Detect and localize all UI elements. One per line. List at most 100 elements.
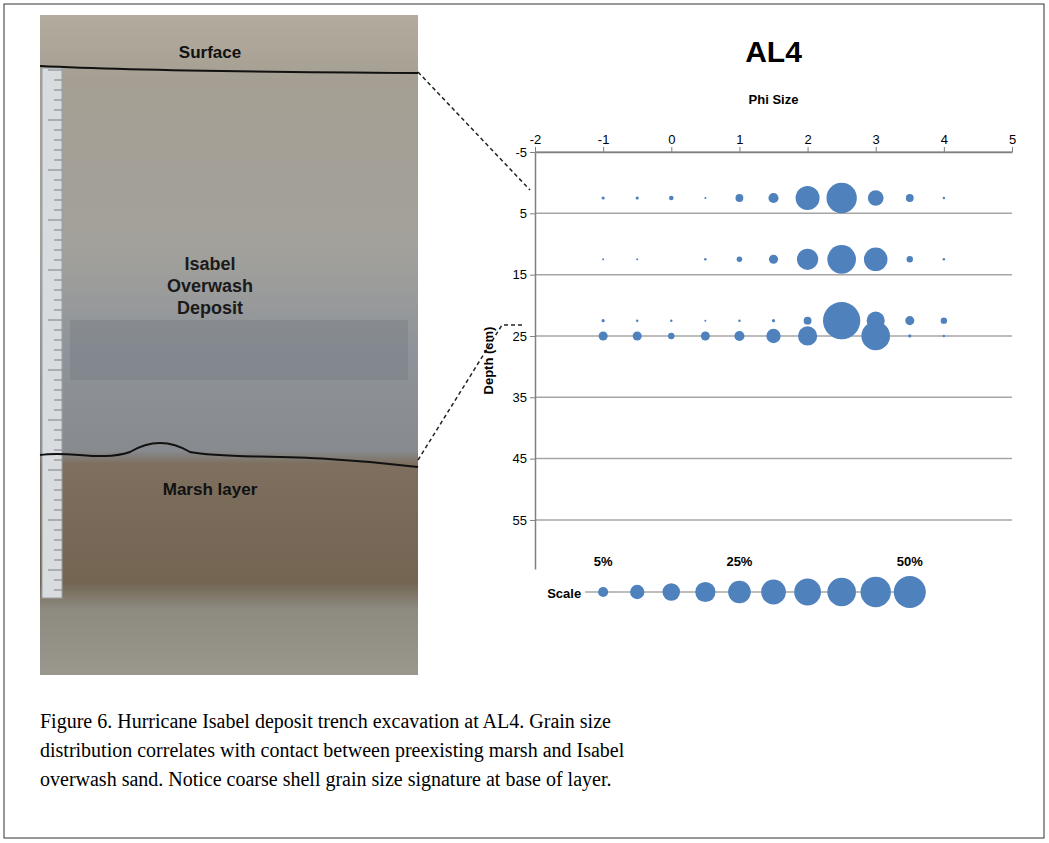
bubble xyxy=(734,331,744,341)
ruler-tick xyxy=(48,120,62,121)
figure-frame xyxy=(4,4,1044,838)
y-tick-label: 5 xyxy=(520,206,527,221)
size-legend-bubble xyxy=(663,583,681,601)
ruler-tick xyxy=(54,150,62,151)
bubble xyxy=(796,186,820,210)
ruler-tick xyxy=(54,100,62,101)
ruler-tick xyxy=(54,360,62,361)
ruler-tick xyxy=(54,290,62,291)
bubble xyxy=(602,319,605,322)
y-tick-mark xyxy=(530,275,535,276)
ruler-tick xyxy=(54,210,62,211)
x-tick: 3 xyxy=(873,132,880,152)
y-tick-mark xyxy=(530,397,535,398)
photo-label: Marsh layer xyxy=(163,480,258,499)
y-tick: 25 xyxy=(513,329,535,344)
ruler-tick xyxy=(54,110,62,111)
ruler-tick xyxy=(54,240,62,241)
y-tick: 5 xyxy=(520,206,535,221)
ruler-tick xyxy=(48,220,62,221)
size-legend-title: Scale xyxy=(547,586,581,601)
bubble xyxy=(941,317,947,323)
ruler-tick xyxy=(54,90,62,91)
x-tick-mark xyxy=(535,147,536,152)
size-legend-bubble xyxy=(598,587,608,597)
ruler-tick xyxy=(48,570,62,571)
x-tick-label: 4 xyxy=(941,132,948,147)
ruler-tick xyxy=(54,580,62,581)
photo xyxy=(40,15,418,675)
photo-label: Surface xyxy=(179,43,241,62)
ruler-tick xyxy=(54,280,62,281)
ruler-tick xyxy=(54,250,62,251)
bubble xyxy=(766,329,780,343)
ruler-tick xyxy=(48,420,62,421)
grid xyxy=(535,152,1012,520)
ruler-tick xyxy=(54,80,62,81)
bubble xyxy=(798,326,817,345)
chart-title: AL4 xyxy=(745,35,802,68)
grid-line xyxy=(535,274,1012,276)
ruler-tick xyxy=(54,530,62,531)
bubble xyxy=(701,331,710,340)
x-tick-label: 5 xyxy=(1009,132,1016,147)
ruler-tick xyxy=(48,70,62,71)
size-legend-label: 5% xyxy=(594,554,613,569)
x-tick-mark xyxy=(808,147,809,152)
bubble xyxy=(636,196,639,199)
y-tick-label: 45 xyxy=(513,451,527,466)
bubble xyxy=(797,249,818,270)
ruler-tick xyxy=(54,440,62,441)
bubble xyxy=(861,322,890,351)
x-tick-mark xyxy=(1012,147,1013,152)
ruler-tick xyxy=(48,270,62,271)
ruler-tick xyxy=(54,400,62,401)
x-tick-mark xyxy=(603,147,604,152)
ruler-tick xyxy=(54,330,62,331)
y-tick-label: -5 xyxy=(515,145,527,160)
bubble xyxy=(599,331,608,340)
bubble xyxy=(769,255,778,264)
ruler-tick xyxy=(48,470,62,471)
bubble xyxy=(736,194,744,202)
bubble xyxy=(868,190,884,206)
bubble xyxy=(908,334,911,337)
y-tick-mark xyxy=(530,336,535,337)
y-tick: -5 xyxy=(515,145,535,160)
ruler-tick xyxy=(54,180,62,181)
ruler-tick xyxy=(48,170,62,171)
ruler-tick xyxy=(54,410,62,411)
ruler-tick xyxy=(54,200,62,201)
size-legend-bubble xyxy=(894,576,926,608)
y-tick: 55 xyxy=(513,513,535,528)
ruler-tick xyxy=(54,310,62,311)
size-legend-bubble xyxy=(630,585,644,599)
ruler-tick xyxy=(54,260,62,261)
grid-line xyxy=(535,519,1012,521)
photo-label: Overwash xyxy=(167,276,253,296)
size-legend-bubble xyxy=(761,580,786,605)
ruler-tick xyxy=(54,350,62,351)
bubble xyxy=(804,317,812,325)
ruler-tick xyxy=(54,460,62,461)
size-legend-bubble xyxy=(827,578,856,607)
ruler-tick xyxy=(54,430,62,431)
size-legend-bubble xyxy=(728,581,751,604)
ruler-tick xyxy=(54,500,62,501)
bubble xyxy=(669,196,674,201)
y-tick: 15 xyxy=(513,267,535,282)
ruler xyxy=(42,68,62,598)
bubble xyxy=(943,258,945,260)
x-tick: 5 xyxy=(1009,132,1016,152)
ruler-tick xyxy=(54,140,62,141)
figure: SurfaceIsabelOverwashDepositMarsh layerA… xyxy=(0,0,1049,843)
photo-label: Isabel xyxy=(184,254,235,274)
x-tick: 0 xyxy=(668,132,675,152)
y-tick: 35 xyxy=(513,390,535,405)
size-legend-label: 50% xyxy=(897,554,923,569)
x-tick: -1 xyxy=(598,132,610,152)
contact-line xyxy=(40,443,418,467)
bubble xyxy=(823,302,860,339)
ruler-tick xyxy=(48,370,62,371)
y-axis: -5 5 15 25 35 45 55 xyxy=(513,145,536,570)
